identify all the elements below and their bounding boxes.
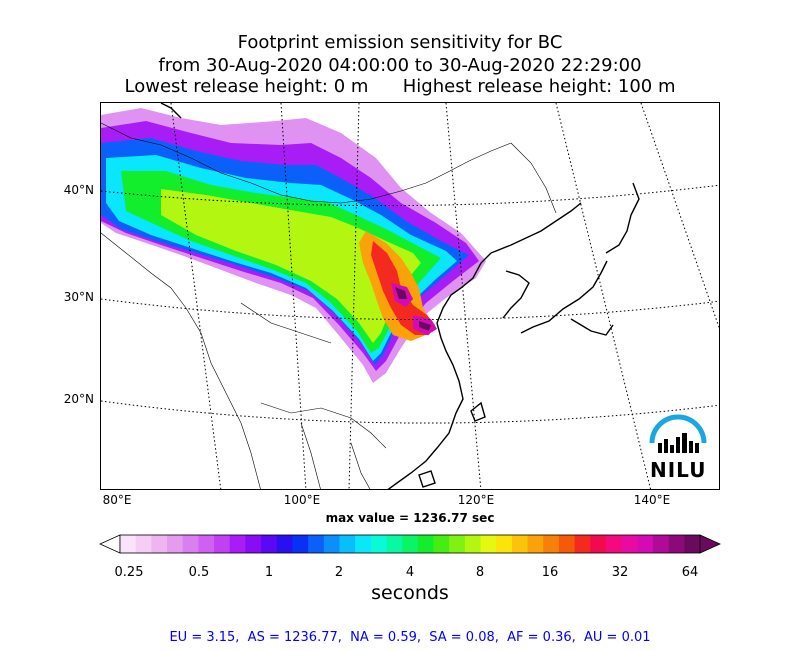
lon-label-120e: 120°E — [457, 493, 495, 507]
plume-layer-red — [371, 241, 435, 335]
colorbar-tick-5: 8 — [475, 565, 485, 580]
colorbar-cell — [370, 535, 387, 553]
colorbar-tick-8: 64 — [681, 565, 699, 580]
colorbar-outline — [119, 534, 701, 554]
map-title-line3: Lowest release height: 0 m Highest relea… — [124, 76, 676, 97]
colorbar-cell — [120, 535, 137, 553]
max-value-label: max value = 1236.77 sec — [325, 511, 495, 525]
colorbar-cell — [214, 535, 231, 553]
nilu-logo-icon — [649, 414, 707, 453]
plume-layer-max — [395, 287, 431, 331]
colorbar-cells — [99, 534, 721, 554]
lon-label-80e: 80°E — [102, 493, 132, 507]
colorbar-cell — [417, 535, 435, 553]
map-canvas — [101, 103, 719, 489]
colorbar-cell — [496, 535, 513, 553]
footprint-plume — [101, 108, 486, 383]
colorbar-tick-0: 0.25 — [114, 565, 144, 580]
lat-label-20n: 20°N — [63, 392, 94, 406]
colorbar-cell — [668, 535, 685, 553]
coastlines — [160, 103, 640, 489]
colorbar-tick-6: 16 — [541, 565, 559, 580]
colorbar-cell — [182, 535, 199, 553]
colorbar-cell — [323, 535, 340, 553]
colorbar-cell — [402, 535, 419, 553]
region-totals-footer: EU = 3.15, AS = 1236.77, NA = 0.59, SA =… — [169, 630, 651, 645]
colorbar-cell — [449, 535, 466, 553]
colorbar-cell — [527, 535, 544, 553]
colorbar-cell — [245, 535, 262, 553]
colorbar-cell — [433, 535, 450, 553]
colorbar-tick-2: 1 — [264, 565, 274, 580]
colorbar-cell — [684, 535, 701, 553]
colorbar-tick-7: 32 — [611, 565, 629, 580]
colorbar-cell — [480, 535, 497, 553]
map-title-line1: Footprint emission sensitivity for BC — [237, 32, 563, 53]
colorbar-cell — [198, 535, 215, 553]
colorbar-cell — [605, 535, 623, 553]
colorbar-cell — [355, 535, 372, 553]
colorbar-label: seconds — [371, 582, 449, 604]
colorbar-cell — [621, 535, 638, 553]
map-panel — [100, 102, 720, 490]
colorbar-cell — [464, 535, 482, 553]
colorbar-tick-1: 0.5 — [188, 565, 210, 580]
colorbar-cell — [652, 535, 670, 553]
colorbar-cell — [292, 535, 309, 553]
colorbar-cell — [511, 535, 529, 553]
nilu-logo-text: NILU — [650, 458, 707, 482]
colorbar — [99, 534, 721, 554]
colorbar-tick-3: 2 — [334, 565, 344, 580]
lat-label-40n: 40°N — [63, 183, 94, 197]
colorbar-cell — [276, 535, 293, 553]
colorbar-cell — [229, 535, 246, 553]
lon-label-140e: 140°E — [633, 493, 671, 507]
colorbar-cell — [386, 535, 403, 553]
colorbar-cell — [543, 535, 560, 553]
colorbar-cell — [590, 535, 607, 553]
lon-label-100e: 100°E — [283, 493, 321, 507]
colorbar-cell — [151, 535, 168, 553]
colorbar-cell — [261, 535, 278, 553]
colorbar-extend-high — [699, 534, 721, 554]
colorbar-cell — [558, 535, 576, 553]
borders — [101, 122, 557, 489]
colorbar-tick-4: 4 — [405, 565, 415, 580]
colorbar-cell — [574, 535, 591, 553]
map-title-line2: from 30-Aug-2020 04:00:00 to 30-Aug-2020… — [158, 55, 642, 76]
colorbar-cell — [135, 535, 152, 553]
colorbar-cell — [637, 535, 654, 553]
colorbar-cell — [167, 535, 184, 553]
colorbar-extend-low — [99, 534, 121, 554]
lat-label-30n: 30°N — [63, 290, 94, 304]
colorbar-cell — [339, 535, 356, 553]
colorbar-cell — [308, 535, 325, 553]
